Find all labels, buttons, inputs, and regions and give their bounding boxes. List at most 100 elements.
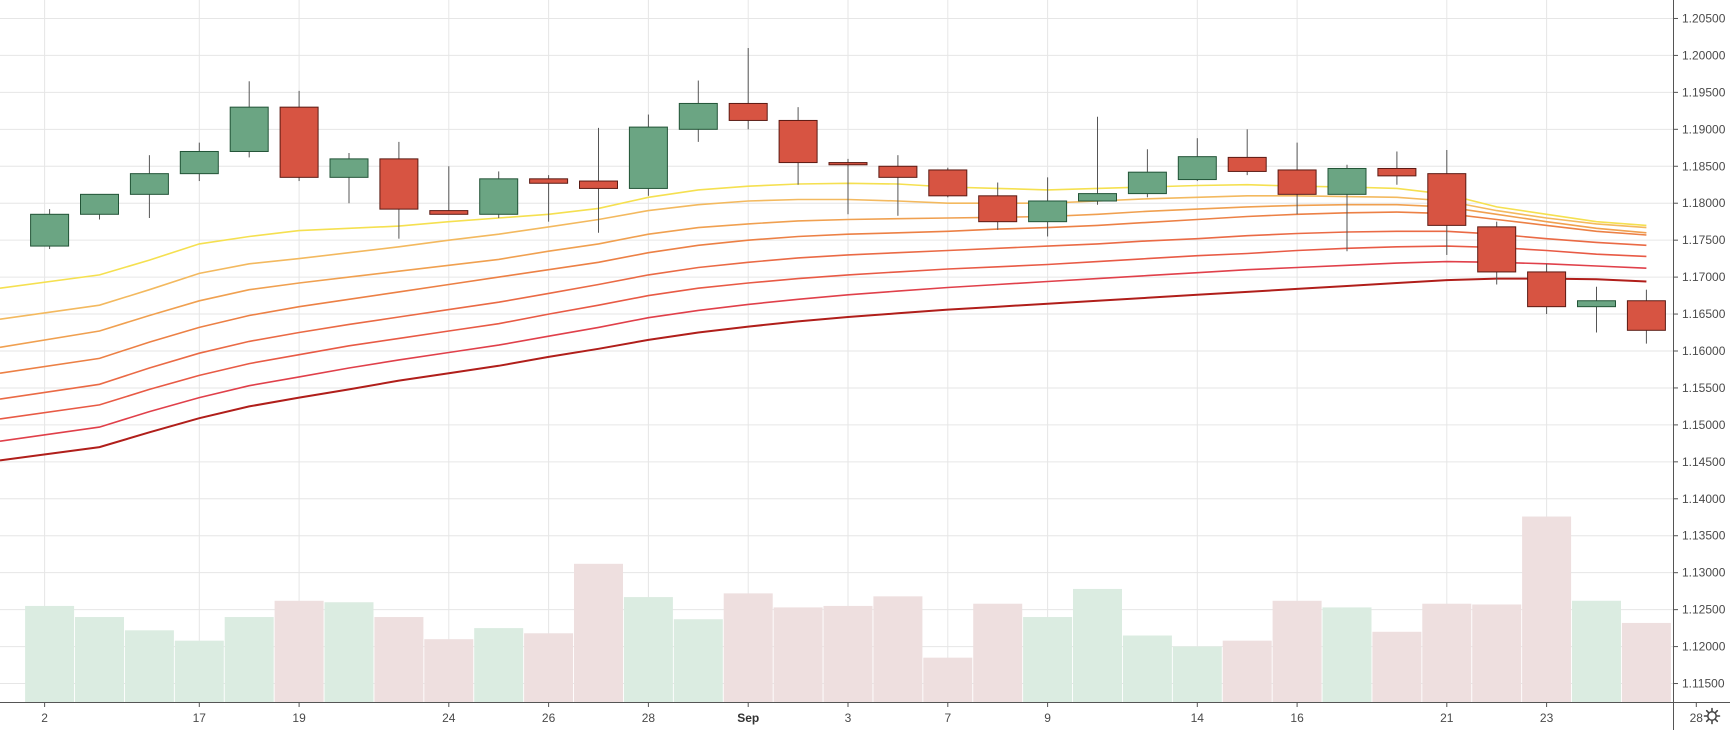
- candle: [1577, 286, 1616, 333]
- volume-bar: [1272, 600, 1322, 702]
- candle: [1477, 221, 1517, 285]
- ma-line: [0, 245, 1647, 420]
- candle-body: [678, 102, 718, 130]
- grid-lines: [0, 0, 1697, 702]
- time-tick-label: 14: [1191, 711, 1205, 725]
- volume-bar: [1122, 635, 1172, 702]
- time-tick-label: 17: [193, 711, 207, 725]
- candle-body: [329, 158, 369, 178]
- volume-bar: [1572, 600, 1621, 702]
- price-tick-label: 1.18500: [1682, 159, 1726, 173]
- price-axis-bg: [1673, 0, 1730, 702]
- volume-bar: [723, 593, 773, 702]
- candle: [1227, 129, 1267, 176]
- candle-body: [1477, 226, 1517, 273]
- candle-body: [828, 162, 868, 166]
- ma-line: [0, 260, 1647, 442]
- ma-line: [0, 230, 1647, 400]
- candle: [878, 155, 918, 216]
- candle: [1177, 138, 1217, 182]
- time-tick-label: 2: [41, 711, 48, 725]
- candle: [778, 107, 818, 185]
- candle: [1327, 164, 1367, 252]
- time-axis-bg: [0, 702, 1673, 730]
- candle: [479, 171, 519, 218]
- price-tick-label: 1.19500: [1682, 85, 1726, 99]
- time-tick-label: 7: [944, 711, 951, 725]
- candle: [1028, 177, 1068, 237]
- price-tick-label: 1.15500: [1682, 381, 1726, 395]
- price-tick-label: 1.14000: [1682, 492, 1726, 506]
- time-tick-label: 26: [542, 711, 556, 725]
- candle: [1427, 150, 1467, 255]
- volume-bar: [1023, 617, 1073, 702]
- volume-bar: [474, 628, 524, 702]
- ma-line: [0, 195, 1647, 321]
- price-tick-label: 1.16000: [1682, 344, 1726, 358]
- candle: [579, 127, 618, 233]
- volume-bar: [1422, 603, 1472, 702]
- candle-body: [279, 106, 319, 178]
- candle-body: [179, 150, 219, 175]
- candle: [279, 90, 319, 182]
- candle: [429, 166, 469, 215]
- volume-bar: [973, 603, 1023, 702]
- time-tick-label: 9: [1044, 711, 1051, 725]
- candle: [1626, 289, 1666, 344]
- ma-line: [0, 277, 1647, 462]
- ma-line: [0, 203, 1647, 349]
- time-tick-label: 28: [1690, 711, 1704, 725]
- gear-icon: [1703, 707, 1721, 725]
- volume-bar: [524, 633, 574, 702]
- candle: [1078, 116, 1117, 205]
- candle-body: [1427, 173, 1467, 226]
- candle-body: [1177, 156, 1217, 181]
- volume-bar: [1172, 646, 1222, 702]
- price-tick-label: 1.11500: [1682, 677, 1725, 691]
- volume-bar: [75, 617, 124, 702]
- price-tick-label: 1.15000: [1682, 418, 1726, 432]
- volume-bar: [673, 619, 723, 702]
- candle-body: [1277, 169, 1317, 195]
- candle-body: [628, 126, 668, 189]
- candle-body: [229, 106, 269, 152]
- candle-body: [529, 178, 569, 184]
- candle-body: [379, 158, 419, 210]
- volume-bar: [1222, 640, 1272, 702]
- time-axis: 2 17 19 24 26 28 Sep 3 7 9 14 16 21 23 28: [0, 702, 1730, 730]
- candle: [1377, 151, 1417, 185]
- volume-bar: [923, 657, 973, 702]
- volume-bar: [773, 607, 823, 702]
- candle-body: [1127, 171, 1167, 195]
- time-tick-label: 19: [292, 711, 306, 725]
- candle: [229, 81, 269, 158]
- volume-bar: [1073, 588, 1122, 702]
- volume-bar: [1621, 622, 1671, 702]
- price-tick-label: 1.12000: [1682, 640, 1726, 654]
- candle-body: [1626, 300, 1666, 331]
- volume-bars: [25, 516, 1671, 702]
- price-tick-label: 1.18000: [1682, 196, 1726, 210]
- volume-bar: [324, 602, 374, 702]
- candle: [628, 114, 668, 196]
- volume-bar: [1372, 631, 1422, 702]
- candle: [1277, 142, 1317, 215]
- time-tick-label: 24: [442, 711, 456, 725]
- volume-bar: [174, 640, 224, 702]
- volume-bar: [823, 605, 873, 702]
- candle-body: [80, 193, 119, 215]
- time-tick-label: 28: [642, 711, 656, 725]
- candle-body: [978, 195, 1018, 223]
- price-tick-label: 1.13500: [1682, 529, 1726, 543]
- candle-body: [728, 102, 768, 121]
- price-tick-label: 1.13000: [1682, 566, 1726, 580]
- time-tick-label: 16: [1290, 711, 1304, 725]
- price-tick-label: 1.16500: [1682, 307, 1726, 321]
- volume-bar: [1322, 607, 1372, 702]
- volume-bar: [873, 596, 923, 702]
- volume-bar: [25, 605, 75, 702]
- candle-body: [1227, 156, 1267, 172]
- chart-settings-button[interactable]: [1700, 704, 1724, 728]
